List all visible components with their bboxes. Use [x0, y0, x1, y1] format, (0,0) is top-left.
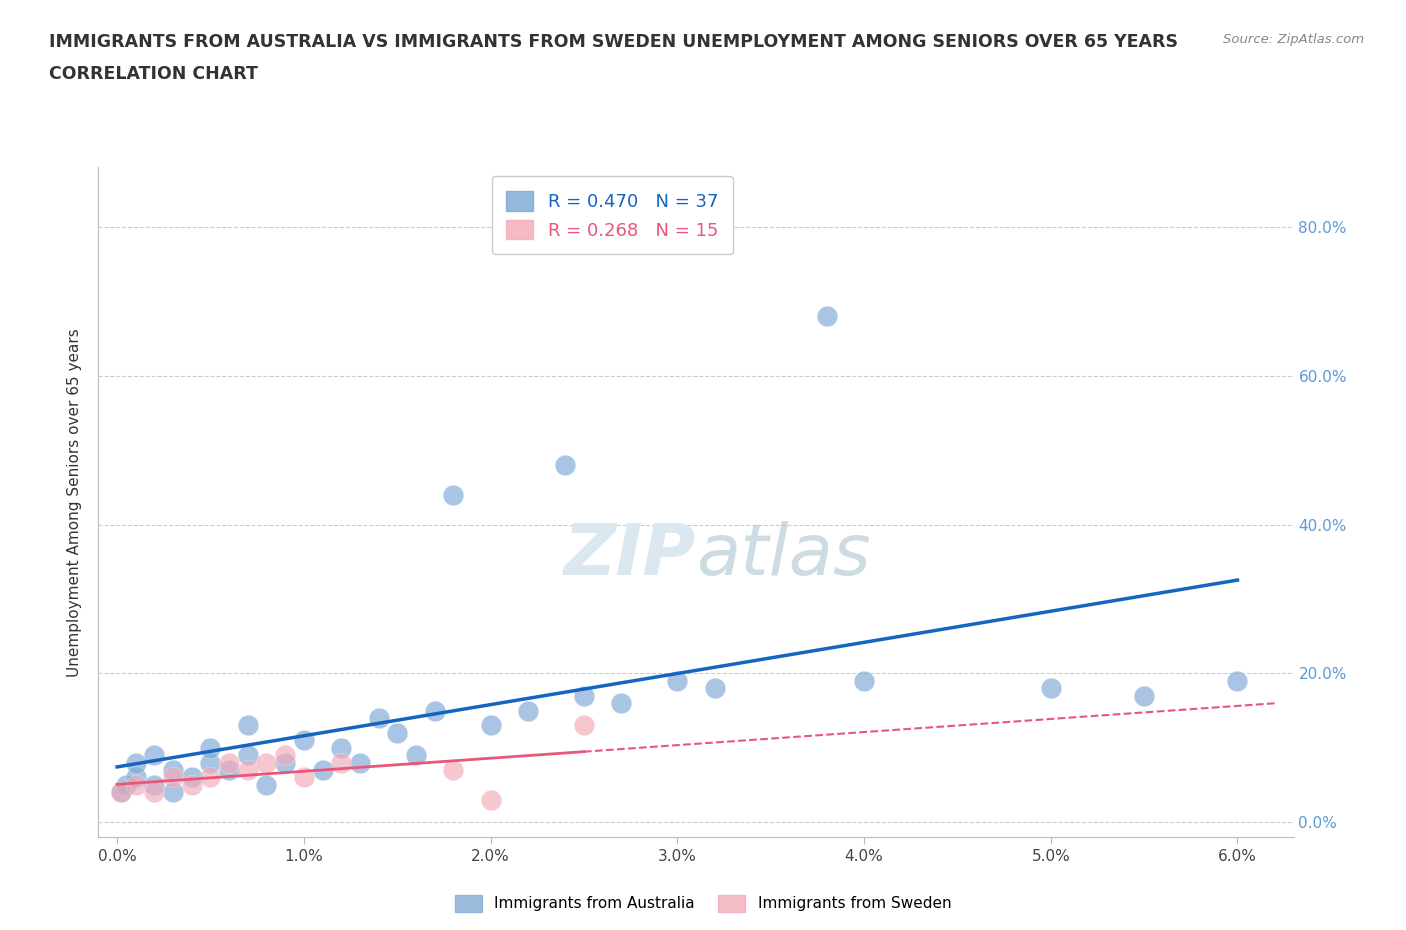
Point — [572, 688, 595, 703]
Text: atlas: atlas — [696, 522, 870, 591]
Point — [666, 673, 689, 688]
Text: Source: ZipAtlas.com: Source: ZipAtlas.com — [1223, 33, 1364, 46]
Point — [125, 770, 148, 785]
Point — [274, 755, 297, 770]
Point — [125, 755, 148, 770]
Point — [218, 763, 240, 777]
Text: ZIP: ZIP — [564, 522, 696, 591]
Point — [423, 703, 446, 718]
Point — [200, 755, 222, 770]
Text: IMMIGRANTS FROM AUSTRALIA VS IMMIGRANTS FROM SWEDEN UNEMPLOYMENT AMONG SENIORS O: IMMIGRANTS FROM AUSTRALIA VS IMMIGRANTS … — [49, 33, 1178, 50]
Point — [162, 785, 184, 800]
Point — [554, 458, 576, 472]
Point — [180, 770, 202, 785]
Point — [115, 777, 138, 792]
Point — [180, 777, 202, 792]
Point — [143, 777, 166, 792]
Point — [572, 718, 595, 733]
Point — [256, 755, 278, 770]
Point — [236, 748, 259, 763]
Point — [1133, 688, 1156, 703]
Point — [349, 755, 371, 770]
Point — [143, 748, 166, 763]
Point — [236, 763, 259, 777]
Point — [162, 770, 184, 785]
Point — [441, 487, 464, 502]
Point — [162, 763, 184, 777]
Point — [479, 718, 502, 733]
Point — [256, 777, 278, 792]
Point — [292, 770, 315, 785]
Point — [815, 309, 838, 324]
Y-axis label: Unemployment Among Seniors over 65 years: Unemployment Among Seniors over 65 years — [67, 328, 83, 677]
Point — [274, 748, 297, 763]
Point — [367, 711, 389, 725]
Text: CORRELATION CHART: CORRELATION CHART — [49, 65, 259, 83]
Point — [330, 755, 353, 770]
Point — [1039, 681, 1062, 696]
Point — [330, 740, 353, 755]
Point — [853, 673, 876, 688]
Point — [479, 792, 502, 807]
Legend: Immigrants from Australia, Immigrants from Sweden: Immigrants from Australia, Immigrants fr… — [449, 889, 957, 918]
Point — [292, 733, 315, 748]
Point — [405, 748, 427, 763]
Point — [200, 770, 222, 785]
Point — [385, 725, 409, 740]
Point — [218, 755, 240, 770]
Point — [516, 703, 538, 718]
Point — [236, 718, 259, 733]
Point — [703, 681, 725, 696]
Point — [125, 777, 148, 792]
Legend: R = 0.470   N = 37, R = 0.268   N = 15: R = 0.470 N = 37, R = 0.268 N = 15 — [492, 177, 733, 254]
Point — [311, 763, 333, 777]
Point — [143, 785, 166, 800]
Point — [110, 785, 132, 800]
Point — [110, 785, 132, 800]
Point — [610, 696, 633, 711]
Point — [200, 740, 222, 755]
Point — [1226, 673, 1249, 688]
Point — [441, 763, 464, 777]
